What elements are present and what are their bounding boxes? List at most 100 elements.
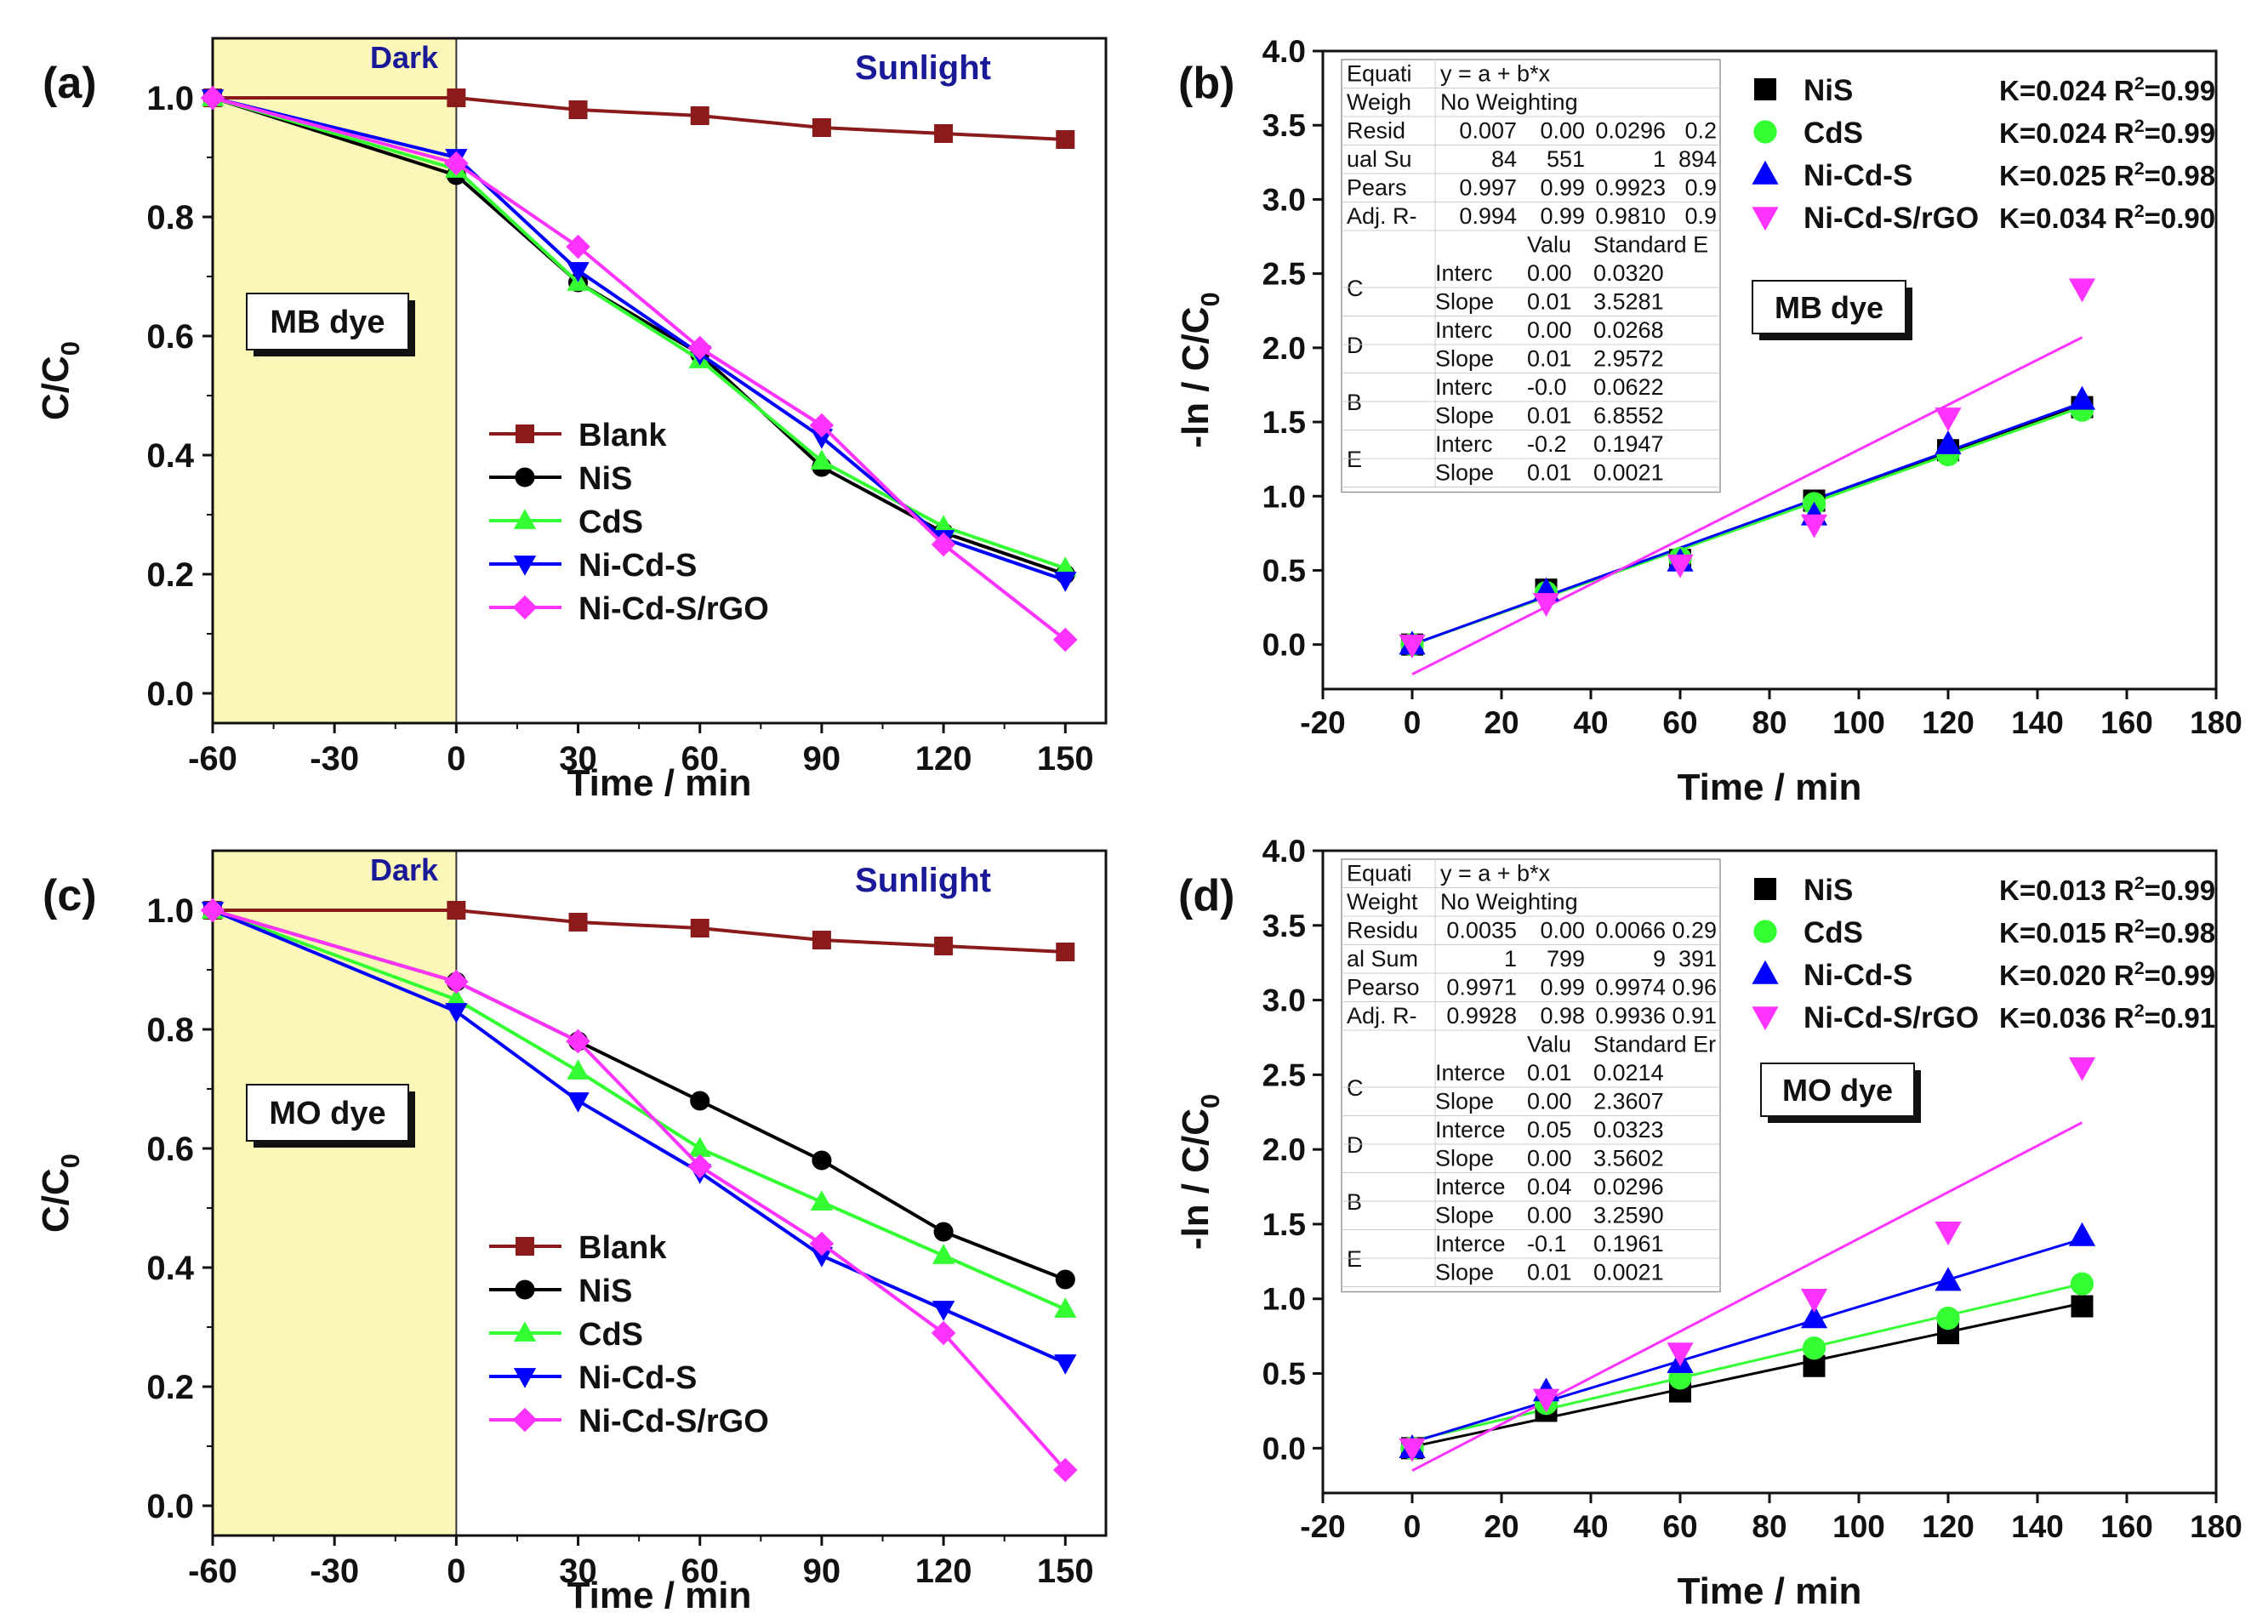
table-cell: 0.01 [1527,1060,1572,1086]
y-tick-label: 2.5 [1262,257,1306,292]
legend-label: Ni-Cd-S [578,1360,697,1396]
table-group: C [1347,1075,1364,1101]
table-cell: Slope [1435,1146,1494,1171]
table-cell: Slope [1435,403,1494,429]
data-point [932,1301,955,1321]
panel-label: (b) [1178,59,1234,108]
x-tick-label: 0 [447,740,465,778]
table-cell: 1 [1504,946,1517,972]
table-cell: 0.99 [1540,175,1585,201]
table-cell: 0.0035 [1446,918,1517,943]
dye-box [1752,280,1906,334]
data-point [931,1320,956,1346]
data-point [566,234,590,259]
table-cell: -0.2 [1527,431,1567,457]
y-tick-label: 2.0 [1262,331,1306,366]
panel-label: (a) [43,59,97,108]
x-tick-label: 30 [559,740,597,778]
legend-marker [513,509,537,529]
legend-label: CdS [1804,916,1863,949]
panel-label: (d) [1178,871,1234,920]
table-cell: Interc [1435,317,1493,343]
data-point [2068,1222,2096,1246]
sunlight-label: Sunlight [855,49,991,87]
y-tick-label: 4.0 [1262,834,1306,869]
table-cell: 551 [1547,146,1585,172]
legend-marker [515,1279,535,1300]
table-cell: 0.9923 [1595,175,1666,201]
legend-label: CdS [578,504,643,540]
data-point [1054,572,1077,592]
x-tick-label: 120 [1922,705,1975,740]
data-point [812,1150,832,1171]
table-cell: 0.96 [1672,975,1717,1000]
y-tick-label: 0.0 [146,1488,194,1525]
table-cell: 0.0622 [1593,374,1664,400]
dark-label: Dark [370,40,439,75]
table-cell: Interce [1435,1060,1506,1086]
x-axis-label: Time / min [1678,766,1862,808]
x-tick-label: 180 [2190,705,2242,740]
data-point [1054,1297,1077,1318]
data-point [444,151,469,176]
table-cell: 0.99 [1540,203,1585,229]
x-tick-label: 60 [681,1553,719,1590]
data-point [690,919,709,937]
y-tick-label: 2.0 [1262,1132,1306,1167]
table-cell: 0.00 [1540,918,1585,943]
x-tick-label: 120 [915,1553,972,1590]
legend-marker [1752,1006,1779,1031]
table-cell: 0.0268 [1593,317,1664,343]
data-point [1935,430,1962,454]
table-cell: 2.9572 [1593,346,1664,372]
legend-label: NiS [1804,874,1853,907]
table-cell: 0.01 [1527,1260,1572,1285]
stats-table: Equati y = a + b*x Weigh No Weighting Resid 0… [1341,59,1721,493]
table-group: B [1347,390,1362,415]
dye-box [246,1084,409,1142]
table-group: B [1347,1189,1362,1215]
x-tick-label: 0 [1404,705,1422,740]
legend-label: Blank [578,418,667,453]
table-cell: 3.2590 [1593,1203,1664,1228]
x-axis-label: Time / min [567,1575,752,1616]
dye-box [246,293,409,350]
legend-marker [512,595,538,620]
legend-marker [513,1368,537,1388]
y-tick-label: 0.6 [146,318,194,356]
y-tick-label: 0.5 [1262,553,1306,588]
y-tick-label: 2.5 [1262,1057,1306,1092]
x-tick-label: 80 [1752,705,1786,740]
data-point [687,1154,713,1179]
legend-label: Ni-Cd-S [578,548,697,584]
data-point [809,1231,835,1256]
y-tick-label: 3.5 [1262,108,1306,143]
table-cell: 0.91 [1672,1003,1717,1029]
y-tick-label: 3.0 [1262,983,1306,1018]
legend-k-label: K=0.025 R2=0.98 [1999,158,2215,191]
legend-label: Ni-Cd-S/rGO [578,591,769,627]
y-tick-label: 3.0 [1262,182,1306,217]
sunlight-label: Sunlight [855,862,991,899]
x-axis-label: Time / min [1678,1570,1862,1612]
table-header: Valu [1527,1032,1571,1057]
dye-label: MB dye [1775,290,1883,325]
data-point [1052,627,1078,652]
plot-frame [211,849,1108,1537]
legend-marker [1753,120,1777,144]
table-cell: 0.1961 [1593,1231,1664,1256]
data-point [688,1137,711,1157]
legend-label: Ni-Cd-S/rGO [1804,1001,1979,1034]
y-tick-label: 0.4 [146,1250,194,1287]
x-tick-label: 100 [1832,1509,1885,1544]
data-point [932,515,955,535]
fit-line [1411,401,2083,647]
legend-marker [513,556,537,576]
panel-b: -20 0 20 40 60 80 100 120 140 160 180 0.0 0.5 1.0 1.5 2… [1175,34,2242,808]
x-tick-label: 30 [559,1553,597,1590]
table-group: E [1347,1246,1362,1272]
table-cell: al Sum [1347,946,1418,972]
table-cell: Slope [1435,1089,1494,1114]
table-cell: 0.997 [1459,175,1517,201]
